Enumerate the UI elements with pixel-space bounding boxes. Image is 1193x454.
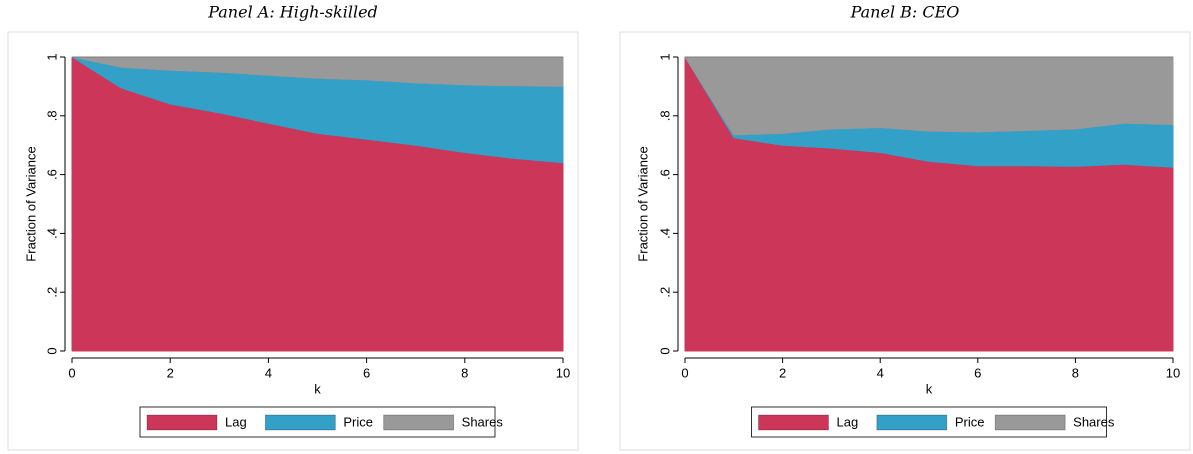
x-tick-label: 6 — [974, 365, 981, 380]
legend-label: Price — [955, 414, 985, 429]
legend-label: Lag — [837, 414, 859, 429]
x-tick-label: 10 — [556, 365, 570, 380]
x-tick-label: 6 — [363, 365, 370, 380]
legend-swatch — [383, 414, 455, 431]
y-tick-label: .2 — [44, 287, 59, 298]
x-tick-label: 0 — [681, 365, 688, 380]
legend-swatch — [876, 414, 948, 431]
legend-label: Shares — [1073, 414, 1115, 429]
legend-swatch — [994, 414, 1066, 431]
y-tick-label: .2 — [657, 287, 672, 298]
y-tick-label: 1 — [657, 53, 672, 60]
y-tick-label: .4 — [44, 228, 59, 239]
area — [684, 56, 1174, 136]
x-tick-label: 10 — [1166, 365, 1180, 380]
y-axis-label: Fraction of Variance — [23, 146, 38, 261]
y-tick-label: 0 — [44, 347, 59, 354]
area — [71, 56, 564, 87]
x-axis-label: k — [926, 381, 933, 396]
x-tick-label: 2 — [779, 365, 786, 380]
x-tick-label: 0 — [68, 365, 75, 380]
legend-swatch — [264, 414, 336, 431]
legend-swatch — [146, 414, 218, 431]
legend-label: Shares — [462, 414, 504, 429]
y-tick-label: 0 — [657, 347, 672, 354]
panel-title: Panel A: High-skilled — [207, 3, 378, 22]
x-tick-label: 4 — [265, 365, 272, 380]
x-tick-label: 4 — [877, 365, 884, 380]
panel-title: Panel B: CEO — [850, 3, 960, 22]
x-tick-label: 8 — [1072, 365, 1079, 380]
y-tick-label: 1 — [44, 53, 59, 60]
legend-swatch — [758, 414, 829, 431]
y-tick-label: .8 — [44, 110, 59, 121]
y-tick-label: .6 — [657, 169, 672, 180]
x-axis-label: k — [314, 381, 321, 396]
legend-label: Price — [343, 414, 373, 429]
y-tick-label: .4 — [657, 228, 672, 239]
legend-label: Lag — [225, 414, 247, 429]
y-axis-label: Fraction of Variance — [635, 146, 650, 261]
x-tick-label: 8 — [461, 365, 468, 380]
y-tick-label: .8 — [657, 110, 672, 121]
y-tick-label: .6 — [44, 169, 59, 180]
x-tick-label: 2 — [167, 365, 174, 380]
